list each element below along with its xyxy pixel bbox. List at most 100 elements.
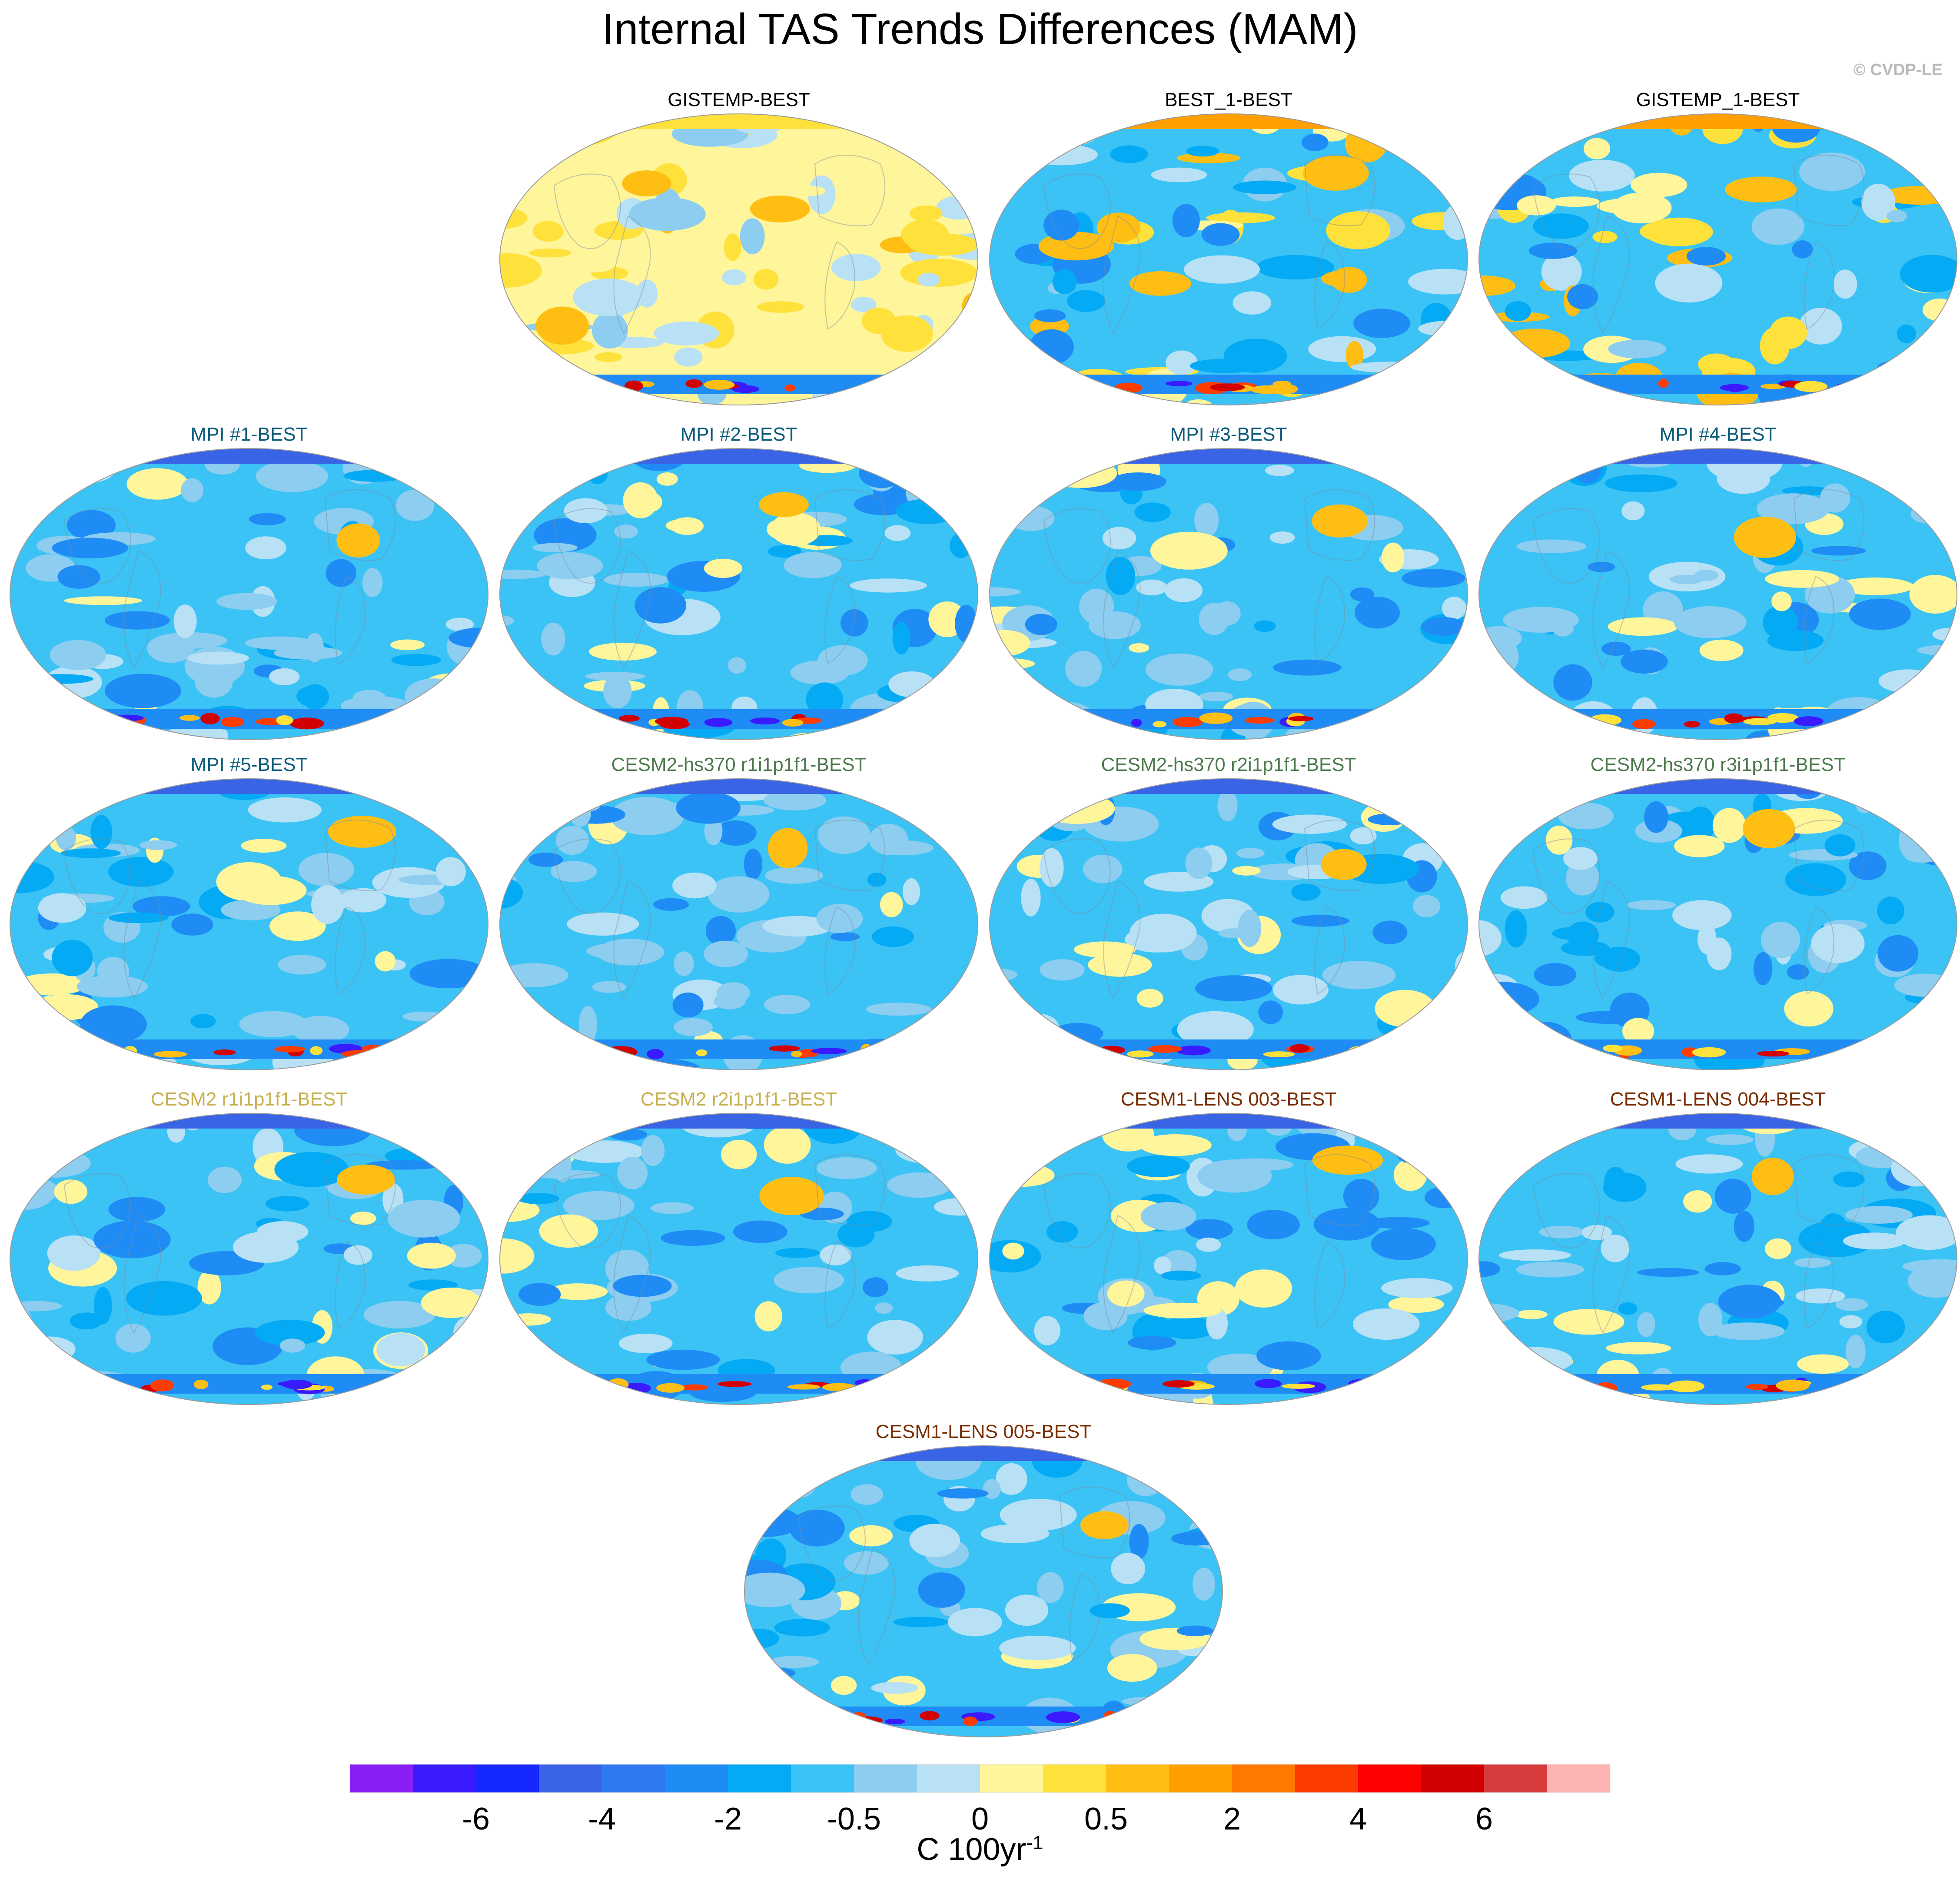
panel-title: CESM1-LENS 005-BEST	[875, 1421, 1092, 1442]
antarctic-anomaly	[1757, 1050, 1789, 1057]
anomaly-blob	[744, 1450, 786, 1488]
anomaly-blob	[1686, 247, 1726, 266]
antarctic-anomaly	[290, 717, 324, 730]
anomaly-blob	[672, 993, 704, 1018]
anomaly-blob	[948, 1608, 1002, 1637]
anomaly-blob	[1088, 953, 1152, 977]
anomaly-blob	[604, 572, 669, 587]
anomaly-blob	[1177, 1011, 1254, 1048]
map-panel: MPI #1-BEST	[8, 424, 490, 741]
antarctic-anomaly	[718, 1381, 752, 1387]
antarctic-anomaly	[1148, 1045, 1182, 1053]
map-heatmap	[10, 448, 488, 740]
antarctic-anomaly	[782, 719, 804, 727]
anomaly-blob	[1107, 1280, 1145, 1307]
anomaly-blob	[1908, 797, 1957, 833]
anomaly-blob	[942, 1374, 977, 1397]
anomaly-blob	[1350, 587, 1375, 602]
anomaly-blob	[562, 1383, 582, 1405]
colorbar-swatch	[1295, 1764, 1358, 1793]
anomaly-blob	[195, 665, 233, 698]
anomaly-blob	[1350, 726, 1417, 739]
anomaly-blob	[780, 1705, 853, 1737]
anomaly-blob	[1034, 1316, 1060, 1345]
anomaly-blob	[1767, 630, 1824, 651]
anomaly-blob	[519, 135, 560, 172]
antarctic-anomaly	[1794, 381, 1828, 392]
anomaly-blob	[1291, 915, 1349, 927]
anomaly-blob	[930, 370, 978, 402]
anomaly-blob	[126, 1281, 202, 1316]
anomaly-blob	[1002, 1242, 1024, 1260]
anomaly-blob	[1795, 1288, 1845, 1304]
anomaly-blob	[465, 1170, 488, 1192]
anomaly-blob	[1023, 1121, 1093, 1143]
continent-outlines	[553, 489, 886, 669]
anomaly-blob	[629, 197, 706, 231]
panel-title: CESM2 r1i1p1f1-BEST	[150, 1089, 348, 1110]
anomaly-blob	[278, 955, 326, 975]
anomaly-blob	[1272, 975, 1329, 1005]
anomaly-blob	[1129, 271, 1192, 296]
anomaly-blob	[1674, 835, 1725, 857]
anomaly-blob	[1870, 1034, 1890, 1063]
anomaly-blob	[1136, 579, 1168, 596]
anomaly-blob	[549, 114, 605, 118]
antarctic-anomaly	[656, 1383, 684, 1393]
anomaly-blob	[1291, 883, 1321, 901]
anomaly-blob	[1787, 964, 1809, 980]
anomaly-blob	[1313, 1208, 1380, 1241]
anomaly-blob	[1446, 710, 1468, 740]
anomaly-blob	[603, 674, 632, 708]
anomaly-blob	[298, 853, 354, 887]
anomaly-blob	[708, 876, 770, 913]
anomaly-blob	[1516, 539, 1587, 553]
map-border	[10, 778, 488, 1070]
anomaly-blob	[108, 1197, 166, 1222]
anomaly-blob	[714, 820, 757, 846]
anomaly-blob	[1529, 242, 1578, 259]
antarctic-anomaly	[1348, 1046, 1377, 1056]
anomaly-blob	[918, 1572, 965, 1608]
anomaly-blob	[1042, 1119, 1087, 1141]
anomaly-blob	[72, 1054, 112, 1070]
anomaly-blob	[754, 1301, 783, 1331]
anomaly-blob	[1516, 1262, 1584, 1278]
anomaly-blob	[1761, 921, 1801, 958]
anomaly-blob	[383, 791, 455, 810]
map-panel: CESM1-LENS 003-BEST	[987, 1089, 1470, 1406]
anomaly-blob	[1217, 790, 1238, 822]
anomaly-blob	[1479, 320, 1500, 337]
anomaly-blob	[1573, 450, 1602, 484]
anomaly-blob	[1111, 1553, 1145, 1584]
anomaly-blob	[10, 779, 50, 804]
panel-title: CESM2-hs370 r3i1p1f1-BEST	[1590, 754, 1846, 775]
warm-anomaly	[1312, 1146, 1383, 1175]
antarctic-anomaly	[261, 1385, 273, 1390]
colorbar-swatch	[791, 1764, 854, 1793]
antarctic-anomaly	[784, 384, 795, 392]
anomaly-blob	[445, 618, 474, 631]
anomaly-blob	[1382, 542, 1405, 573]
anomaly-blob	[350, 1212, 376, 1225]
anomaly-blob	[990, 587, 1021, 597]
continent-outlines	[63, 820, 396, 999]
panel-title: CESM2-hs370 r2i1p1f1-BEST	[1101, 754, 1356, 775]
panel-title: GISTEMP-BEST	[668, 89, 810, 110]
anomaly-blob	[1345, 341, 1364, 370]
anomaly-blob	[365, 1160, 444, 1170]
anomaly-blob	[1711, 1322, 1785, 1340]
anomaly-blob	[1150, 531, 1228, 570]
anomaly-blob	[1918, 459, 1946, 491]
anomaly-blob	[1604, 1167, 1627, 1195]
anomaly-blob	[850, 1484, 884, 1505]
antarctic-anomaly	[1126, 1050, 1154, 1058]
anomaly-blob	[933, 817, 978, 829]
anomaly-blob	[850, 297, 877, 312]
anomaly-blob	[1136, 989, 1163, 1008]
anomaly-blob	[933, 343, 975, 355]
anomaly-blob	[641, 1135, 665, 1166]
antarctic-anomaly	[1199, 712, 1233, 724]
anomaly-blob	[1637, 1312, 1655, 1337]
anomaly-blob	[273, 646, 342, 660]
